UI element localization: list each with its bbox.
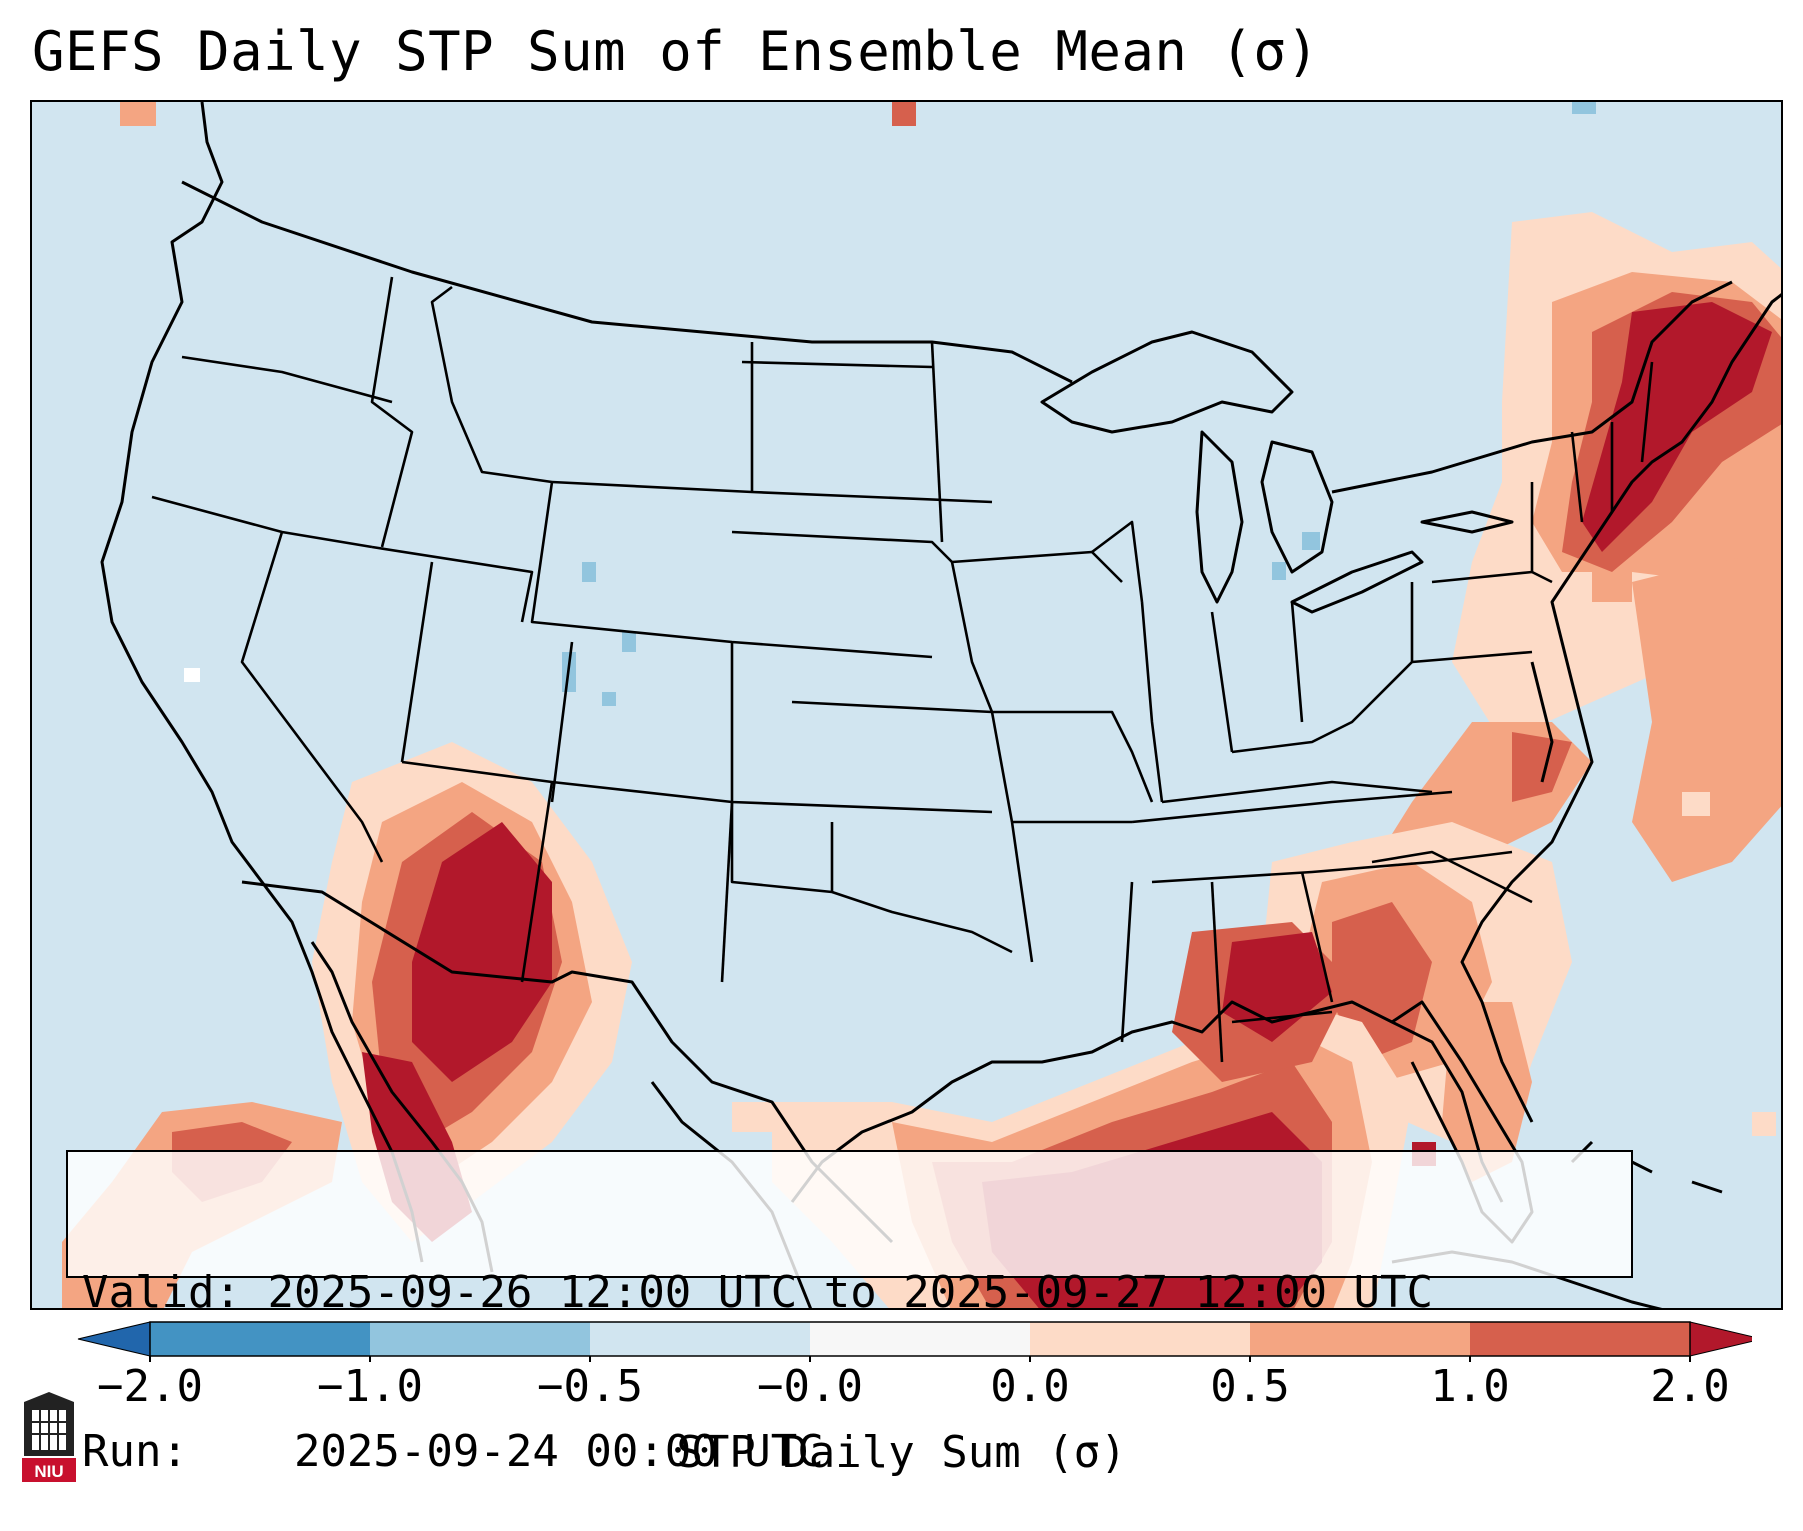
run-row: Run: 2025-09-24 00:00 UTC — [82, 1425, 1631, 1478]
shade-neg-cell — [622, 632, 636, 652]
state-boundaries — [151, 276, 1654, 1063]
colorbar — [77, 1321, 1752, 1362]
colorbar-bin — [590, 1322, 811, 1356]
colorbar-tick-label: −2.0 — [97, 1361, 203, 1412]
coastlines — [100, 102, 1781, 1308]
shade-southwest-max — [412, 822, 552, 1082]
colorbar-bin — [1470, 1322, 1691, 1356]
shade-neg-cell — [602, 692, 616, 706]
colorbar-tick-label: 0.5 — [1210, 1361, 1290, 1412]
lake-michigan — [1195, 430, 1244, 604]
colorbar-bin — [1250, 1322, 1471, 1356]
colorbar-bin — [150, 1322, 371, 1356]
atlantic-coastline — [1460, 293, 1781, 1123]
lake-superior — [1040, 330, 1294, 434]
shade-midatlantic-strong — [1512, 732, 1572, 802]
stp-shading — [62, 102, 1781, 1308]
colorbar-tick-label: −0.0 — [757, 1361, 863, 1412]
colorbar-bin — [810, 1322, 1031, 1356]
colorbar-extend-high — [1689, 1321, 1752, 1357]
shade-cell — [732, 1102, 772, 1132]
shade-cell — [1682, 792, 1710, 816]
colorbar-tick-label: 1.0 — [1430, 1361, 1510, 1412]
valid-row: Valid: 2025-09-26 12:00 UTC to 2025-09-2… — [82, 1266, 1631, 1319]
colorbar-label: STP Daily Sum (σ) — [676, 1427, 1127, 1478]
shade-cell — [1592, 572, 1632, 602]
lake-huron — [1260, 440, 1334, 574]
lake-erie — [1290, 550, 1424, 614]
colorbar-bins — [77, 1321, 1752, 1357]
colorbar-outline — [149, 1321, 1691, 1357]
colorbar-tick-label: 0.0 — [990, 1361, 1070, 1412]
run-label: Run: — [82, 1426, 188, 1477]
shade-atlantic-offshore — [1632, 552, 1781, 882]
chesapeake — [1530, 661, 1554, 783]
shade-newengland-max — [1582, 302, 1772, 552]
canada-border-east — [1331, 280, 1733, 494]
colorbar-tick-label: 2.0 — [1650, 1361, 1730, 1412]
colorbar-tick-label: −1.0 — [317, 1361, 423, 1412]
valid-label: Valid: — [82, 1267, 241, 1318]
shade-neg-cell — [1302, 532, 1320, 550]
niu-logo: NIU — [22, 1392, 76, 1482]
texas-gulf-coast — [790, 1000, 1504, 1203]
lake-ontario — [1420, 510, 1514, 534]
shade-cell — [120, 102, 156, 126]
shade-neg-cell — [1572, 102, 1596, 114]
valid-value: 2025-09-26 12:00 UTC to 2025-09-27 12:00… — [267, 1267, 1434, 1318]
shade-cell — [892, 102, 916, 126]
shade-neg-cell — [1272, 562, 1286, 580]
colorbar-bin — [1030, 1322, 1251, 1356]
niu-logo-text: NIU — [34, 1462, 63, 1481]
missing-cell — [184, 668, 200, 682]
shade-cell — [1752, 1112, 1776, 1136]
shade-florida — [1442, 1002, 1532, 1182]
colorbar-tick-label: −0.5 — [537, 1361, 643, 1412]
shade-neg-cell — [582, 562, 596, 582]
colorbar-extend-low — [77, 1321, 151, 1357]
canada-border — [181, 180, 1073, 384]
colorbar-ticks — [149, 1356, 1691, 1362]
chart-title: GEFS Daily STP Sum of Ensemble Mean (σ) — [32, 20, 1320, 83]
pacific-coastline — [100, 102, 424, 1263]
run-value: 2025-09-24 00:00 UTC — [293, 1426, 824, 1477]
colorbar-bin — [370, 1322, 591, 1356]
map-panel — [30, 100, 1783, 1310]
valid-time-box: Valid: 2025-09-26 12:00 UTC to 2025-09-2… — [66, 1150, 1633, 1477]
stp-map — [62, 102, 1781, 1308]
